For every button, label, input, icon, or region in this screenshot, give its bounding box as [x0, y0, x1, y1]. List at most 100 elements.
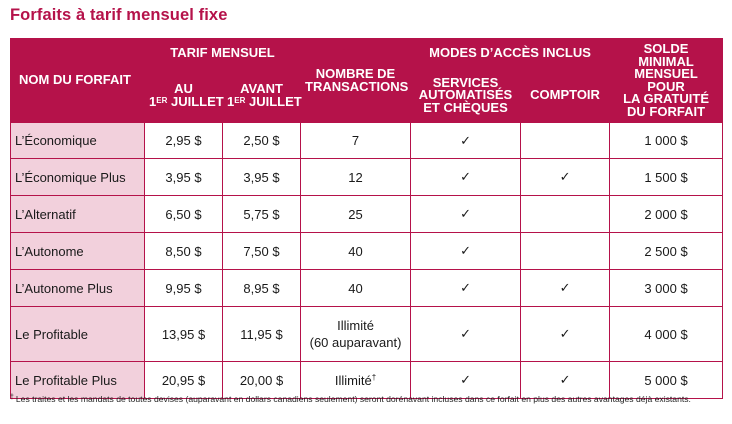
transactions-value: 25 — [348, 206, 363, 222]
header-avant-month: JUILLET — [248, 93, 302, 109]
header-au-month: JUILLET — [170, 93, 224, 109]
check-icon: ✓ — [460, 132, 471, 148]
header-rate-before-july: AVANT 1ER JUILLET — [221, 68, 302, 123]
transactions-count: 40 — [300, 232, 412, 270]
check-icon: ✓ — [460, 243, 471, 258]
header-counter: COMPTOIR — [520, 68, 611, 123]
transactions-value: Illimité — [337, 318, 374, 333]
plan-name: L’Économique — [10, 122, 145, 159]
check-icon: ✓ — [460, 372, 471, 387]
min-balance: 5 000 $ — [609, 361, 724, 399]
transactions-count: 7 — [300, 122, 412, 159]
counter-check — [520, 232, 611, 270]
table-row: L’Économique 2,95 $ 2,50 $ 7 ✓ 1 000 $ — [10, 122, 724, 159]
header-min-balance: SOLDE MINIMAL MENSUEL POUR LA GRATUITÉ D… — [609, 38, 724, 123]
transactions-value: 12 — [348, 169, 363, 185]
counter-check: ✓ — [520, 361, 611, 399]
transactions-value: 40 — [348, 243, 363, 259]
plan-name: L’Autonome Plus — [10, 269, 145, 307]
header-au-label: AU — [174, 81, 193, 96]
min-balance: 1 500 $ — [609, 158, 724, 196]
header-solde-line5: DU FORFAIT — [627, 103, 706, 119]
rate-before-july: 2,50 $ — [221, 122, 302, 159]
header-transactions-line2: TRANSACTIONS — [305, 78, 409, 94]
min-balance: 3 000 $ — [609, 269, 724, 307]
transactions-count: Illimité† — [300, 361, 412, 399]
header-solde-line3: MENSUEL POUR — [634, 66, 698, 94]
header-avant-num: 1 — [227, 93, 235, 109]
transactions-count: 25 — [300, 195, 412, 233]
header-solde-line1: SOLDE — [643, 41, 689, 56]
header-avant-label: AVANT — [240, 81, 283, 96]
page-title: Forfaits à tarif mensuel fixe — [10, 6, 228, 24]
header-services-line3: ET CHÈQUES — [423, 99, 508, 115]
header-solde-line4: LA GRATUITÉ — [623, 91, 709, 106]
header-rate-from-july: AU 1ER JUILLET — [144, 68, 224, 123]
transactions-count: Illimité (60 auparavant) — [300, 306, 412, 362]
table-row: Le Profitable Plus 20,95 $ 20,00 $ Illim… — [10, 361, 724, 399]
header-automated-services: SERVICES AUTOMATISÉS ET CHÈQUES — [410, 68, 522, 123]
footnote-mark: † — [10, 394, 14, 401]
rate-from-july: 8,50 $ — [144, 232, 223, 270]
plan-name: Le Profitable — [10, 306, 145, 362]
transactions-count: 40 — [300, 269, 412, 307]
rate-from-july: 13,95 $ — [144, 306, 223, 362]
plan-name: L’Autonome — [10, 232, 145, 270]
table-row: L’Autonome 8,50 $ 7,50 $ 40 ✓ 2 500 $ — [10, 232, 724, 270]
footnote-text: Les traites et les mandats de toutes dev… — [15, 394, 691, 404]
check-icon: ✓ — [460, 280, 471, 295]
counter-check: ✓ — [520, 158, 611, 196]
rate-before-july: 7,50 $ — [221, 232, 302, 270]
header-avant-sup: ER — [234, 95, 246, 105]
table-row: L’Alternatif 6,50 $ 5,75 $ 25 ✓ 2 000 $ — [10, 195, 724, 233]
header-monthly-rate: TARIF MENSUEL — [143, 38, 302, 69]
header-solde-line2: MINIMAL — [638, 53, 694, 69]
header-plan-name: NOM DU FORFAIT — [10, 38, 145, 123]
services-check: ✓ — [410, 306, 522, 362]
header-transactions: NOMBRE DE TRANSACTIONS — [300, 38, 412, 123]
plan-name: L’Alternatif — [10, 195, 145, 233]
services-check: ✓ — [410, 232, 522, 270]
min-balance: 2 000 $ — [609, 195, 724, 233]
services-check: ✓ — [410, 122, 522, 159]
counter-check — [520, 195, 611, 233]
plan-name: Le Profitable Plus — [10, 361, 145, 399]
transactions-value: 40 — [348, 280, 363, 296]
plan-name: L’Économique Plus — [10, 158, 145, 196]
table-row: L’Autonome Plus 9,95 $ 8,95 $ 40 ✓ ✓ 3 0… — [10, 269, 724, 307]
check-icon: ✓ — [559, 169, 571, 184]
check-icon: ✓ — [460, 326, 471, 341]
rate-before-july: 20,00 $ — [221, 361, 302, 399]
rate-before-july: 3,95 $ — [221, 158, 302, 196]
check-icon: ✓ — [559, 326, 571, 341]
transactions-count: 12 — [300, 158, 412, 196]
table-row: Le Profitable 13,95 $ 11,95 $ Illimité (… — [10, 306, 724, 362]
rate-from-july: 9,95 $ — [144, 269, 223, 307]
services-check: ✓ — [410, 269, 522, 307]
header-au-num: 1 — [149, 93, 157, 109]
services-check: ✓ — [410, 195, 522, 233]
counter-check: ✓ — [520, 306, 611, 362]
min-balance: 4 000 $ — [609, 306, 724, 362]
services-check: ✓ — [410, 158, 522, 196]
rate-from-july: 2,95 $ — [144, 122, 223, 159]
header-transactions-line1: NOMBRE DE — [315, 66, 396, 81]
rate-from-july: 3,95 $ — [144, 158, 223, 196]
footnote: † Les traites et les mandats de toutes de… — [10, 394, 722, 406]
rate-before-july: 11,95 $ — [221, 306, 302, 362]
rate-before-july: 5,75 $ — [221, 195, 302, 233]
counter-check — [520, 122, 611, 159]
services-check: ✓ — [410, 361, 522, 399]
check-icon: ✓ — [559, 280, 571, 295]
rate-from-july: 6,50 $ — [144, 195, 223, 233]
dagger-mark: † — [371, 372, 377, 382]
check-icon: ✓ — [460, 206, 471, 221]
rate-from-july: 20,95 $ — [144, 361, 223, 399]
rate-before-july: 8,95 $ — [221, 269, 302, 307]
table-row: L’Économique Plus 3,95 $ 3,95 $ 12 ✓ ✓ 1… — [10, 158, 724, 196]
plans-table: NOM DU FORFAIT TARIF MENSUEL NOMBRE DE T… — [10, 38, 724, 399]
check-icon: ✓ — [460, 169, 471, 184]
min-balance: 2 500 $ — [609, 232, 724, 270]
transactions-value: Illimité — [334, 372, 372, 388]
min-balance: 1 000 $ — [609, 122, 724, 159]
